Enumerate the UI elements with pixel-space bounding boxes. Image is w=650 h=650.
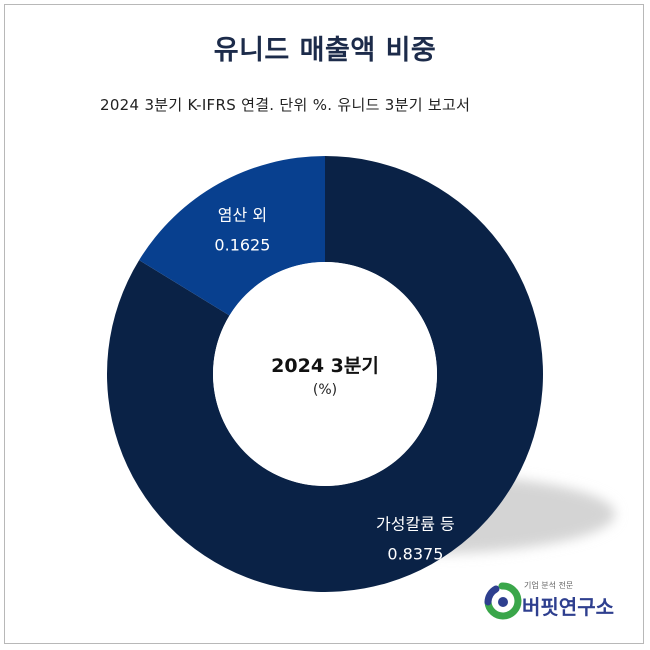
slice-label: 가성칼륨 등 bbox=[376, 514, 455, 533]
logo-name: 버핏연구소 bbox=[522, 595, 614, 619]
chart-title: 유니드 매출액 비중 bbox=[213, 35, 437, 66]
slice-label: 염산 외 bbox=[218, 206, 267, 225]
logo-mark-icon bbox=[484, 582, 522, 620]
buffett-lab-logo: 기업 분석 전문 버핏연구소 bbox=[482, 580, 632, 624]
donut-slice bbox=[139, 156, 325, 316]
donut-hole bbox=[213, 262, 437, 486]
chart-subtitle: 2024 3분기 K-IFRS 연결. 단위 %. 유니드 3분기 보고서 bbox=[100, 96, 471, 114]
slice-value-label: 0.1625 bbox=[214, 236, 270, 255]
center-unit: (%) bbox=[313, 382, 337, 398]
slice-value-label: 0.8375 bbox=[387, 544, 443, 563]
logo-tagline: 기업 분석 전문 bbox=[524, 581, 574, 590]
center-label: 2024 3분기 bbox=[271, 355, 379, 377]
donut-slice bbox=[106, 156, 543, 592]
